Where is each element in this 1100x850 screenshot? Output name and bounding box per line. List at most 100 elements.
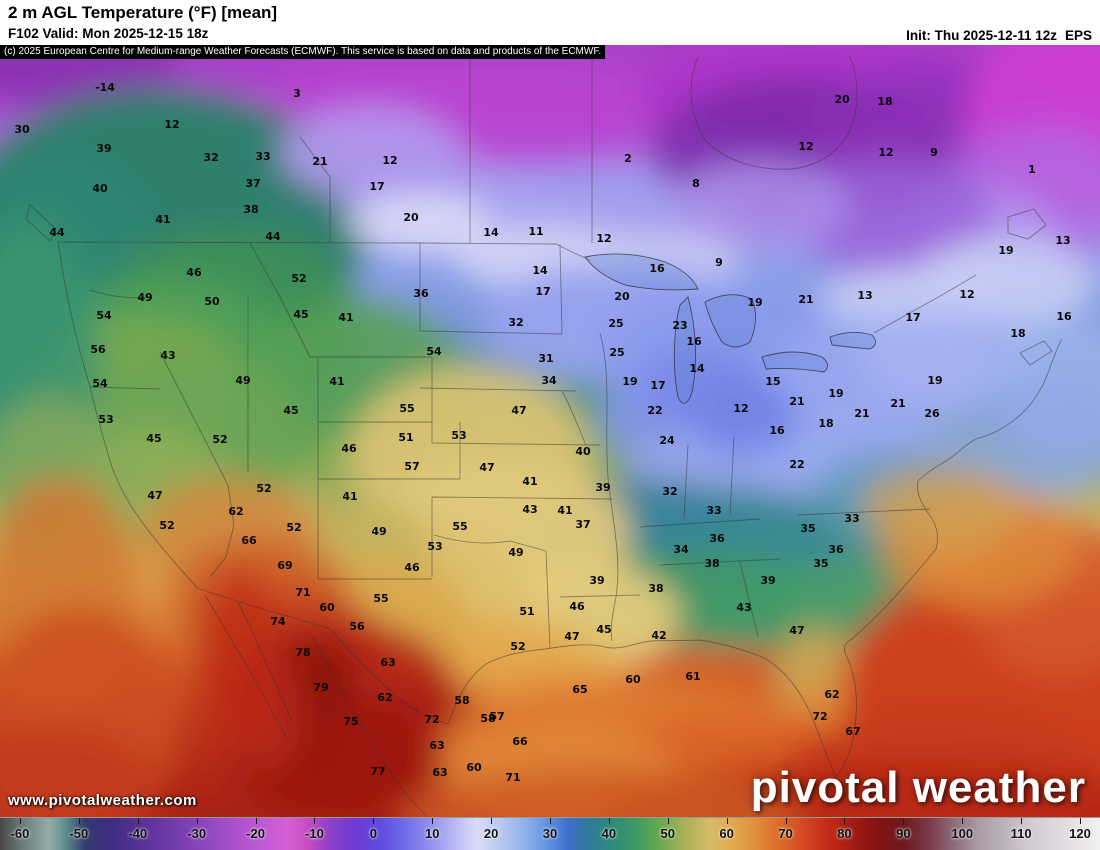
temp-value: 35 [813,557,828,570]
temp-value: 72 [812,710,827,723]
temp-value: 38 [648,582,663,595]
temp-value: 39 [589,574,604,587]
temp-value: 57 [489,710,504,723]
colorbar-tick-label: 90 [896,826,911,841]
temp-value: 41 [155,213,170,226]
temp-value: 8 [692,177,700,190]
temp-value: 33 [706,504,721,517]
pivotal-weather-logo: pivotal weather [750,763,1086,812]
temp-value: 20 [834,93,850,106]
temp-value: 32 [203,151,218,164]
temp-value: 35 [800,522,815,535]
colorbar-tick [1021,818,1023,824]
colorbar-tick-label: 30 [542,826,558,841]
header-left: 2 m AGL Temperature (°F) [mean] F102 Val… [8,3,277,45]
temp-value: 18 [818,417,833,430]
colorbar-tick [196,818,198,824]
temp-value: 63 [380,656,395,669]
temp-value: -14 [95,81,115,94]
temp-value: 74 [270,615,286,628]
temp-value: 44 [265,230,281,243]
temp-value: 14 [532,264,548,277]
temp-value: 69 [277,559,292,572]
temp-value: 40 [92,182,108,195]
temp-value: 52 [291,272,306,285]
temp-value: 56 [349,620,365,633]
temp-value: 47 [479,461,494,474]
colorbar: -60 -50 -40 -30 -20 -10 0 10 20 30 40 50 60 70 80 90 100… [0,817,1100,850]
temp-value: 36 [413,287,429,300]
temp-value: 49 [371,525,386,538]
colorbar-tick-label: 80 [837,826,852,841]
temp-value: 51 [398,431,413,444]
temp-value: 45 [293,308,308,321]
temp-value: 45 [596,623,611,636]
ecmwf-attribution: (c) 2025 European Centre for Medium-rang… [0,45,606,59]
temp-value: 53 [98,413,113,426]
temp-value: 19 [927,374,942,387]
temp-value: 37 [245,177,260,190]
temp-value: 41 [338,311,353,324]
temp-value: 52 [212,433,227,446]
colorbar-tick-label: -50 [69,826,89,841]
temp-value: 21 [890,397,905,410]
temp-value: 46 [341,442,357,455]
map-title: 2 m AGL Temperature (°F) [mean] [8,3,278,22]
temp-value: 49 [137,291,152,304]
temp-value: 79 [313,681,328,694]
temp-value: 18 [877,95,892,108]
temp-value: 41 [522,475,537,488]
temp-value: 32 [508,316,523,329]
temp-value: 72 [424,713,439,726]
temp-value: 31 [538,352,553,365]
colorbar-tick [726,818,728,824]
temp-value: 18 [1010,327,1025,340]
colorbar-tick-label: 10 [424,826,440,841]
temp-value: 54 [92,377,108,390]
temp-value: 46 [404,561,420,574]
temp-value: 43 [160,349,175,362]
colorbar-tick [314,818,316,824]
colorbar-tick [491,818,493,824]
temp-value: 55 [452,520,467,533]
valid-time: F102 Valid: Mon 2025-12-15 18z [8,25,209,41]
temp-value: 1 [1028,163,1036,176]
temp-value: 54 [96,309,112,322]
temp-value: 46 [186,266,202,279]
colorbar-tick [78,818,80,824]
temp-value: 12 [878,146,893,159]
temp-value: 9 [930,146,938,159]
temp-value: 60 [466,761,482,774]
colorbar-tick-label: 100 [951,826,974,841]
temp-value: 62 [824,688,839,701]
temp-value: 41 [342,490,357,503]
colorbar-tick-label: 20 [483,826,499,841]
colorbar-tick [432,818,434,824]
temp-value: 21 [312,155,327,168]
temp-value: 12 [959,288,974,301]
temp-value: 54 [426,345,442,358]
temp-value: 41 [557,504,572,517]
temp-value: 12 [382,154,397,167]
temp-value: 17 [535,285,550,298]
temp-value: 14 [483,226,499,239]
temp-value: 12 [798,140,813,153]
temp-value: 37 [575,518,590,531]
temp-value: 78 [295,646,310,659]
temp-value: 58 [454,694,469,707]
temp-value: 45 [283,404,298,417]
temp-value: 9 [715,256,723,269]
colorbar-tick-label: -40 [128,826,148,841]
colorbar-tick [785,818,787,824]
temp-value: 56 [90,343,106,356]
temp-value: 21 [798,293,813,306]
temp-value: 23 [672,319,687,332]
temp-value: 21 [854,407,869,420]
temp-value: 62 [377,691,392,704]
temp-value: 52 [510,640,525,653]
temp-value: 16 [686,335,702,348]
temp-value: 36 [709,532,725,545]
temp-value: 71 [505,771,520,784]
temp-value: 45 [146,432,161,445]
